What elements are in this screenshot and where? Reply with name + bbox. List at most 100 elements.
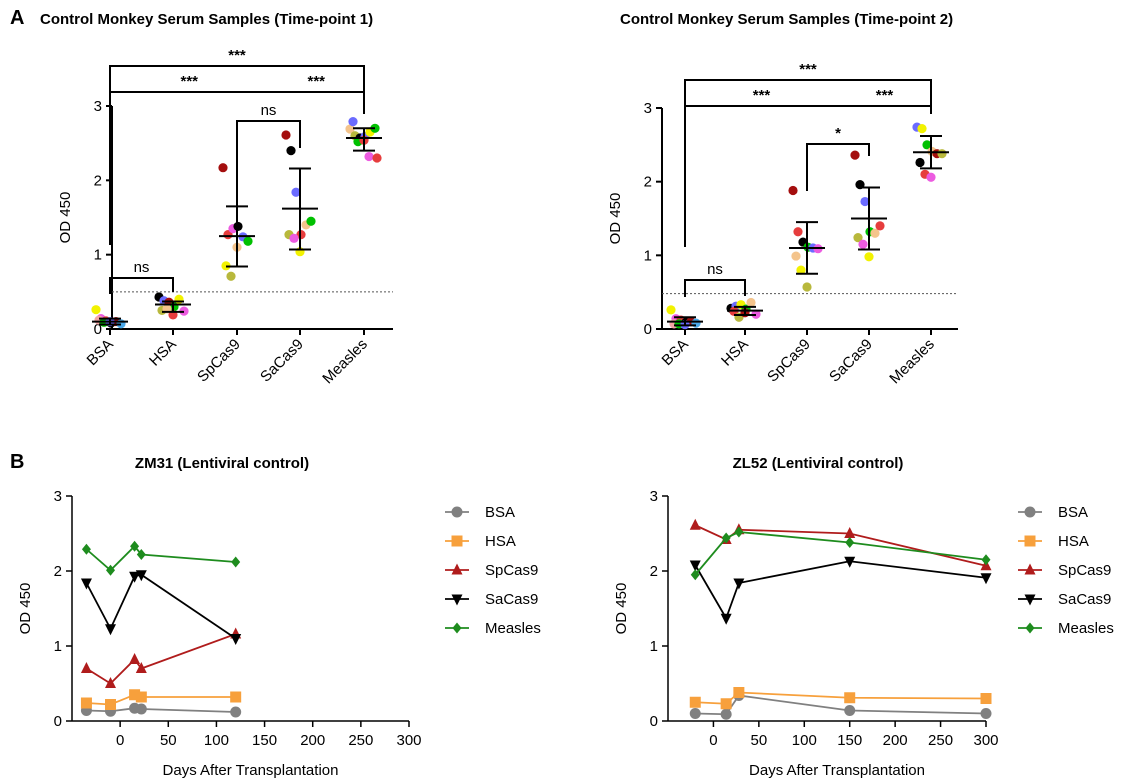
data-point [844, 705, 856, 716]
significance-bracket [806, 143, 870, 191]
data-point [666, 305, 676, 315]
data-point [980, 693, 992, 704]
line-chart-zm31: ZM31 (Lentiviral control) 0 1 2 3 0 50 100 150 20… [17, 455, 541, 779]
data-point [135, 691, 147, 703]
x-tick-label: 200 [883, 732, 908, 749]
y-tick-label: 1 [94, 247, 102, 264]
legend-label: BSA [1058, 504, 1088, 521]
data-point [689, 518, 701, 530]
x-tick-label: SpCas9 [194, 336, 244, 386]
data-point [860, 196, 870, 207]
data-point [746, 297, 756, 308]
data-point [281, 130, 291, 140]
x-tick-label: 300 [973, 732, 998, 749]
y-tick-label: 2 [650, 563, 658, 580]
panel-letter-a: A [10, 7, 24, 29]
data-point [130, 540, 140, 552]
x-tick-label: 200 [300, 732, 325, 749]
data-point [135, 703, 147, 715]
chart-title: Control Monkey Serum Samples (Time-point… [620, 11, 953, 28]
data-point [451, 594, 463, 606]
data-point [105, 624, 117, 636]
legend-label: Measles [1058, 620, 1114, 637]
data-point [858, 239, 868, 249]
data-point [845, 537, 855, 548]
x-tick-label: BSA [84, 336, 117, 369]
data-point [129, 571, 141, 583]
y-tick-label: 1 [644, 247, 652, 264]
y-axis-label: OD 450 [613, 583, 630, 635]
x-tick-label: HSA [718, 336, 752, 370]
legend-label: BSA [485, 504, 515, 521]
y-tick-label: 1 [650, 638, 658, 655]
x-tick-label: 250 [348, 732, 373, 749]
significance-bracket [684, 105, 838, 247]
data-point [226, 271, 236, 281]
significance-bracket [838, 105, 932, 114]
data-point [80, 662, 92, 673]
data-point [291, 187, 301, 197]
data-point [875, 221, 885, 231]
data-point [788, 185, 798, 196]
x-axis-label: Days After Transplantation [163, 762, 339, 779]
significance-bracket [684, 279, 746, 297]
data-point [689, 708, 701, 719]
data-point [129, 653, 141, 664]
x-tick-label: 100 [204, 732, 229, 749]
data-point [230, 634, 242, 645]
x-tick-label: 0 [709, 732, 717, 749]
data-point [721, 532, 731, 544]
data-point [926, 172, 936, 182]
legend-label: SaCas9 [485, 591, 538, 608]
data-point [243, 236, 253, 246]
data-point [105, 699, 117, 710]
data-point [689, 696, 701, 708]
data-point [917, 124, 927, 134]
y-tick-label: 2 [54, 563, 62, 580]
significance-label: *** [180, 73, 198, 90]
data-point [230, 706, 242, 718]
data-point [1024, 594, 1036, 606]
data-point [981, 554, 991, 566]
data-point [306, 216, 316, 226]
significance-label: *** [228, 47, 246, 64]
data-point [136, 549, 146, 560]
x-tick-label: 150 [837, 732, 862, 749]
data-point [720, 708, 732, 720]
x-tick-label: 300 [396, 732, 421, 749]
data-point [791, 251, 801, 261]
y-axis-label: OD 450 [57, 192, 74, 244]
data-point [452, 622, 462, 634]
scatter-chart-timepoint-2: Control Monkey Serum Samples (Time-point… [607, 11, 958, 387]
data-point [106, 564, 116, 576]
scatter-chart-timepoint-1: Control Monkey Serum Samples (Time-point… [40, 11, 393, 387]
data-point [690, 569, 700, 581]
data-point [870, 228, 880, 238]
data-point [372, 153, 382, 163]
data-point [844, 692, 856, 704]
data-point [135, 570, 147, 582]
significance-label: ns [134, 259, 150, 276]
legend-label: HSA [485, 533, 516, 550]
significance-bracket [109, 91, 269, 245]
x-tick-label: 0 [116, 732, 124, 749]
x-tick-label: 50 [751, 732, 768, 749]
x-tick-label: 100 [792, 732, 817, 749]
data-point [802, 282, 812, 292]
y-tick-label: 3 [54, 488, 62, 505]
data-point [720, 698, 732, 710]
significance-label: *** [799, 61, 817, 78]
x-tick-label: SpCas9 [764, 336, 814, 386]
significance-label: *** [876, 87, 894, 104]
data-point [922, 140, 932, 150]
y-axis-label: OD 450 [607, 193, 624, 245]
data-point [720, 613, 732, 625]
data-point [218, 163, 228, 173]
data-point [844, 556, 856, 568]
chart-title: ZL52 (Lentiviral control) [733, 455, 904, 472]
y-tick-label: 3 [94, 98, 102, 115]
chart-title: ZM31 (Lentiviral control) [135, 455, 309, 472]
data-point [129, 689, 141, 701]
y-tick-label: 2 [644, 174, 652, 191]
data-point [81, 543, 91, 555]
